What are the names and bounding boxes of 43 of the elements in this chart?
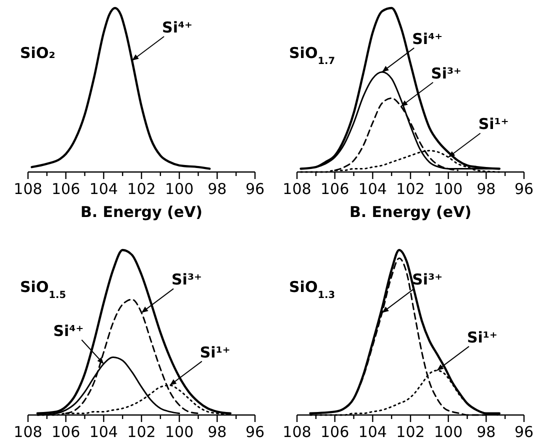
x-tick-label: 108 <box>282 180 312 198</box>
x-tick-label: 108 <box>282 423 312 441</box>
x-tick-label: 104 <box>89 180 118 198</box>
annotation: SiO$_{1.5}$ <box>20 278 66 300</box>
x-tick-label: 104 <box>358 423 387 441</box>
x-tick-label: 98 <box>476 180 496 198</box>
x-tick-label: 104 <box>89 423 118 441</box>
annotation: Si³⁺ <box>172 270 202 289</box>
x-tick-label: 106 <box>52 423 80 441</box>
x-tick-label: 98 <box>208 423 227 441</box>
annotation: Si⁴⁺ <box>412 30 443 48</box>
x-tick-label: 108 <box>14 180 42 198</box>
x-axis-title: B. Energy (eV) <box>80 203 203 221</box>
x-tick-label: 100 <box>434 180 463 198</box>
annotation: Si¹⁺ <box>466 328 498 346</box>
annotation: SiO₂ <box>20 44 56 62</box>
annotation: SiO$_{1.3}$ <box>289 278 336 300</box>
x-tick-label: 100 <box>165 180 194 198</box>
annotation: Si⁴⁺ <box>53 322 84 340</box>
x-tick-label: 102 <box>396 423 425 441</box>
x-tick-label: 106 <box>320 423 350 441</box>
x-axis-title: B. Energy (eV) <box>349 203 472 221</box>
x-tick-label: 98 <box>476 423 496 441</box>
annotation: Si³⁺ <box>412 270 443 289</box>
annotation: SiO$_{1.7}$ <box>289 44 336 66</box>
x-tick-label: 102 <box>127 423 156 441</box>
x-tick-label: 96 <box>514 180 534 198</box>
annotation: Si¹⁺ <box>478 115 509 134</box>
x-tick-label: 100 <box>165 423 194 441</box>
x-tick-label: 96 <box>245 180 265 198</box>
x-tick-label: 102 <box>127 180 156 198</box>
annotation: Si³⁺ <box>431 64 462 82</box>
x-tick-label: 104 <box>358 180 387 198</box>
x-tick-label: 102 <box>396 180 425 198</box>
annotation: Si⁴⁺ <box>162 18 192 36</box>
annotation: Si¹⁺ <box>200 343 230 362</box>
x-tick-label: 96 <box>245 423 265 441</box>
x-tick-label: 108 <box>14 423 42 441</box>
x-tick-label: 100 <box>434 423 463 441</box>
x-tick-label: 106 <box>320 180 350 198</box>
x-tick-label: 98 <box>208 180 227 198</box>
x-tick-label: 106 <box>52 180 80 198</box>
x-tick-label: 96 <box>514 423 534 441</box>
